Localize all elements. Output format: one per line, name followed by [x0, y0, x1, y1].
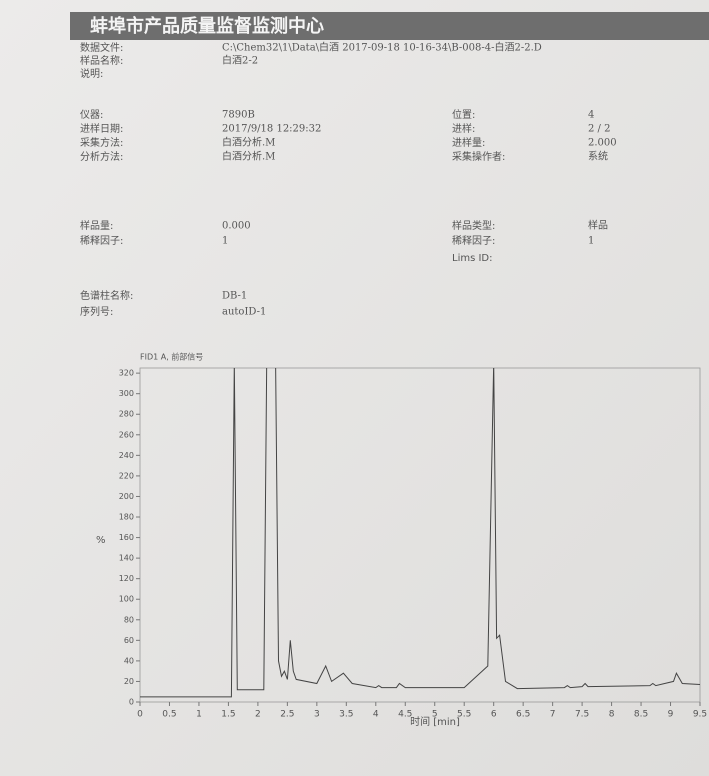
plot-frame — [139, 367, 701, 703]
y-tick-label: 160 — [119, 533, 134, 542]
y-tick-label: 100 — [119, 595, 134, 604]
report-title: 蚌埠市产品质量监督监测中心 — [90, 15, 324, 37]
x-tick-label: 8.5 — [634, 710, 648, 720]
x-tick-label: 7 — [550, 710, 556, 720]
y-tick-label: 20 — [124, 677, 134, 686]
field-label: 说明: — [80, 67, 103, 80]
y-tick-label: 220 — [119, 471, 134, 480]
field-label: Lims ID: — [452, 253, 493, 264]
x-tick-label: 5.5 — [457, 710, 471, 720]
field-label: 分析方法: — [80, 150, 123, 163]
x-tick-label: 0.5 — [162, 710, 176, 720]
field-label: 位置: — [452, 108, 475, 121]
x-tick-label: 2.5 — [280, 710, 294, 720]
field-label: 序列号: — [80, 305, 113, 318]
y-tick-label: 320 — [119, 369, 134, 378]
y-tick-label: 0 — [129, 698, 134, 707]
x-tick-label: 4.5 — [398, 710, 412, 720]
x-tick-label: 8 — [609, 710, 615, 720]
field-label: 样品类型: — [452, 219, 495, 232]
x-axis-label: 时间 [min] — [410, 715, 460, 728]
y-tick-label: 60 — [124, 636, 134, 645]
y-tick-label: 260 — [119, 430, 134, 439]
field-label: 数据文件: — [80, 41, 123, 54]
x-tick-label: 3 — [314, 710, 320, 720]
field-label: 进样: — [452, 122, 475, 135]
title-bar — [70, 12, 709, 40]
field-label: 色谱柱名称: — [80, 289, 133, 302]
x-tick-label: 9.5 — [693, 710, 707, 720]
y-tick-label: 280 — [119, 410, 134, 419]
field-value: 2017/9/18 12:29:32 — [222, 124, 321, 135]
field-label: 采集方法: — [80, 136, 123, 149]
y-tick-label: 240 — [119, 451, 134, 460]
x-tick-label: 1.5 — [221, 710, 235, 720]
x-tick-label: 5 — [432, 710, 438, 720]
field-value: 白酒2-2 — [222, 54, 258, 67]
field-value: 2.000 — [588, 138, 617, 149]
chromatogram-line — [140, 368, 700, 698]
field-value: 白酒分析.M — [222, 150, 275, 163]
field-label: 进样日期: — [80, 122, 123, 135]
chart-title: FID1 A, 前部信号 — [140, 352, 203, 362]
y-tick-label: 80 — [124, 615, 134, 624]
field-value: 样品 — [588, 219, 608, 232]
x-tick-label: 7.5 — [575, 710, 589, 720]
y-tick-label: 40 — [124, 656, 134, 665]
y-tick-label: 140 — [119, 554, 134, 563]
x-tick-label: 1 — [196, 710, 202, 720]
x-tick-label: 0 — [137, 710, 143, 720]
field-value: C:\Chem32\1\Data\白酒 2017-09-18 10-16-34\… — [222, 41, 542, 54]
y-tick-label: 180 — [119, 513, 134, 522]
field-value: DB-1 — [222, 291, 247, 302]
field-value: 1 — [222, 236, 228, 247]
field-value: 白酒分析.M — [222, 136, 275, 149]
field-value: 系统 — [588, 150, 608, 163]
y-tick-label: 300 — [119, 389, 134, 398]
field-value: 0.000 — [222, 221, 251, 232]
field-label: 稀释因子: — [80, 234, 123, 247]
field-label: 样品量: — [80, 219, 113, 232]
y-axis-label: % — [96, 535, 106, 546]
x-tick-label: 2 — [255, 710, 261, 720]
y-tick-label: 200 — [119, 492, 134, 501]
field-label: 样品名称: — [80, 54, 123, 67]
field-label: 稀释因子: — [452, 234, 495, 247]
field-value: 4 — [588, 110, 594, 121]
field-label: 仪器: — [80, 109, 103, 121]
x-tick-label: 6.5 — [516, 710, 530, 720]
field-value: autoID-1 — [222, 307, 266, 318]
x-tick-label: 3.5 — [339, 710, 353, 720]
y-tick-label: 120 — [119, 574, 134, 583]
x-tick-label: 4 — [373, 710, 379, 720]
field-value: 7890B — [222, 110, 255, 121]
x-tick-label: 9 — [668, 710, 674, 720]
field-value: 2 / 2 — [588, 124, 610, 135]
field-label: 进样量: — [452, 136, 485, 149]
field-value: 1 — [588, 236, 594, 247]
field-label: 采集操作者: — [452, 150, 505, 163]
x-tick-label: 6 — [491, 710, 497, 720]
